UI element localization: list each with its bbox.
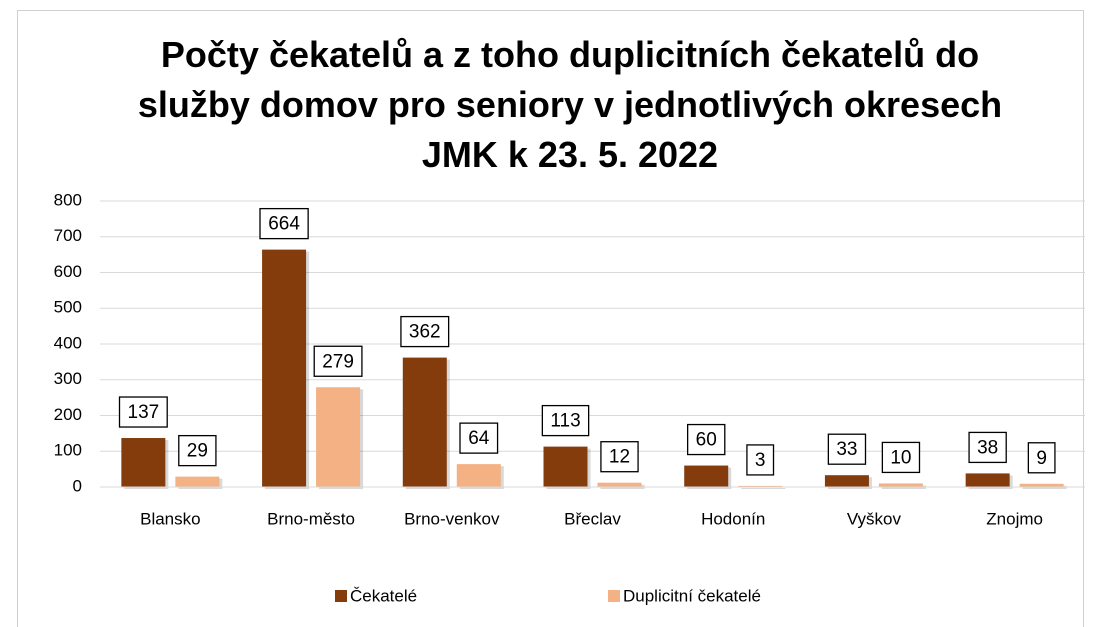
bar: [824, 475, 869, 487]
chart-frame: [17, 10, 1084, 627]
x-tick-label: Hodonín: [701, 509, 765, 528]
y-tick-label: 100: [54, 441, 82, 460]
data-label: 137: [128, 402, 160, 423]
x-tick-label: Brno-venkov: [404, 509, 500, 528]
legend-label: Čekatelé: [350, 586, 417, 605]
bar: [402, 357, 447, 487]
bar: [597, 482, 642, 487]
x-tick-label: Brno-město: [267, 509, 355, 528]
data-label-box: [259, 207, 309, 240]
bar-shadow: [741, 487, 786, 489]
data-label: 29: [187, 441, 208, 462]
chart-title: Počty čekatelů a z toho duplicitních ček…: [137, 34, 1003, 175]
data-label-box: [400, 315, 450, 348]
bar: [738, 485, 783, 487]
bar: [1019, 483, 1064, 487]
data-label: 60: [696, 430, 717, 451]
bar: [316, 387, 361, 487]
y-tick-label: 200: [54, 405, 82, 424]
x-tick-label: Břeclav: [564, 509, 621, 528]
data-label-box: [746, 444, 775, 476]
x-tick-label: Blansko: [140, 509, 200, 528]
legend-swatch: [608, 590, 620, 602]
data-label-box: [459, 422, 499, 454]
data-label-box: [600, 441, 639, 473]
bar: [878, 483, 923, 487]
bar: [262, 249, 307, 487]
bar: [456, 464, 501, 487]
data-label-box: [541, 404, 590, 437]
data-label-box: [881, 441, 921, 474]
data-label: 10: [890, 447, 911, 468]
bar: [543, 446, 588, 487]
data-label: 12: [609, 447, 630, 468]
y-tick-label: 400: [54, 333, 82, 352]
y-tick-label: 600: [54, 262, 82, 281]
data-label: 9: [1036, 448, 1047, 469]
data-label: 664: [268, 214, 300, 235]
data-label-box: [827, 433, 867, 465]
data-label: 38: [977, 437, 998, 458]
y-tick-label: 800: [54, 190, 82, 209]
bar: [121, 438, 166, 487]
x-tick-label: Znojmo: [986, 509, 1043, 528]
y-tick-label: 0: [73, 476, 82, 495]
data-label: 362: [409, 322, 441, 343]
bar: [965, 473, 1010, 487]
data-label: 33: [836, 439, 857, 460]
data-label: 279: [322, 351, 354, 372]
legend-label: Duplicitní čekatelé: [623, 586, 761, 605]
data-label-box: [313, 345, 363, 377]
data-label: 3: [755, 450, 766, 471]
data-label: 113: [550, 411, 580, 432]
y-tick-label: 700: [54, 226, 82, 245]
data-label-box: [118, 396, 168, 428]
data-label-box: [178, 434, 217, 467]
bar: [684, 465, 729, 487]
x-tick-label: Vyškov: [847, 509, 902, 528]
y-tick-label: 500: [54, 298, 82, 317]
y-tick-label: 300: [54, 369, 82, 388]
data-label: 64: [468, 428, 490, 449]
bar: [175, 476, 220, 487]
data-label-box: [1027, 442, 1056, 474]
data-label-box: [686, 423, 726, 456]
data-label-box: [968, 431, 1007, 464]
legend-swatch: [335, 590, 347, 602]
